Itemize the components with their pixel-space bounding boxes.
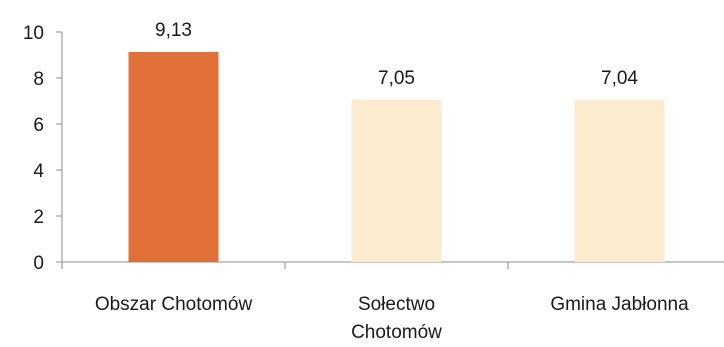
y-tick-label: 4 bbox=[33, 161, 44, 182]
x-category-label: Sołectwo bbox=[358, 294, 435, 315]
y-tick-label: 10 bbox=[23, 23, 44, 44]
bar-2 bbox=[351, 99, 442, 262]
y-tick-label: 0 bbox=[33, 253, 44, 274]
x-category-label: Obszar Chotomów bbox=[95, 294, 253, 315]
bar-value-label: 7,05 bbox=[378, 68, 415, 89]
bar-value-label: 7,04 bbox=[601, 68, 638, 89]
y-axis: 0 2 4 6 8 10 bbox=[23, 23, 63, 274]
y-tick-label: 8 bbox=[33, 69, 44, 90]
x-axis: Obszar Chotomów Sołectwo Chotomów Gmina Jab… bbox=[61, 261, 724, 343]
bar-1 bbox=[128, 52, 219, 263]
x-category-label: Chotomów bbox=[351, 322, 442, 343]
y-tick-label: 6 bbox=[33, 115, 44, 136]
bars bbox=[128, 52, 665, 263]
y-tick-label: 2 bbox=[33, 207, 44, 228]
bar-value-label: 9,13 bbox=[155, 20, 192, 41]
x-category-label: Gmina Jabłonna bbox=[550, 294, 689, 315]
data-labels: 9,13 7,05 7,04 bbox=[155, 20, 638, 89]
bar-3 bbox=[574, 100, 665, 262]
